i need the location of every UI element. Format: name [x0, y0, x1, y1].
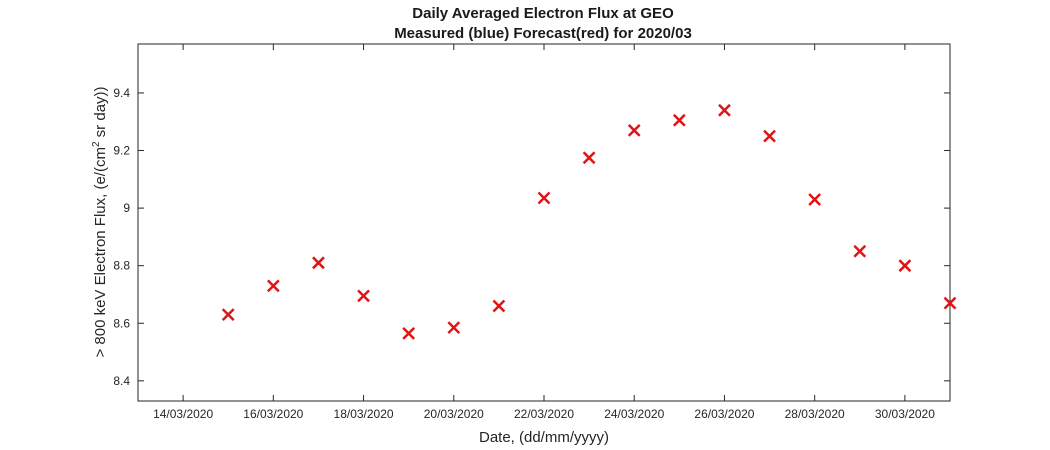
y-tick-label: 9.2 [113, 144, 130, 158]
data-point [672, 113, 686, 127]
data-point [943, 296, 957, 310]
y-tick-label: 8.4 [113, 374, 130, 388]
y-axis: 8.4 8.6 8.8 9 9.2 9.4 [113, 86, 950, 388]
x-tick-label: 22/03/2020 [514, 407, 574, 421]
marker-stroke [221, 308, 235, 322]
marker-stroke [537, 191, 551, 205]
marker-stroke [357, 289, 370, 303]
data-point [627, 123, 641, 137]
data-point [582, 151, 596, 165]
data-point [402, 326, 416, 340]
marker-stroke [898, 259, 912, 273]
marker-stroke [402, 326, 416, 340]
marker-stroke [582, 151, 596, 165]
marker-stroke [943, 296, 957, 310]
marker-stroke [672, 113, 686, 127]
data-point [718, 103, 731, 117]
x-tick-label: 20/03/2020 [424, 407, 484, 421]
data-point [808, 193, 822, 206]
chart-subtitle: Measured (blue) Forecast(red) for 2020/0… [394, 25, 692, 42]
y-axis-label-end: sr day)) [92, 86, 109, 141]
x-axis-label: Date, (dd/mm/yyyy) [479, 429, 609, 446]
y-axis-label: > 800 keV Electron Flux, (e/(cm2 sr day)… [91, 86, 109, 357]
marker-stroke [492, 299, 506, 313]
x-tick-label: 18/03/2020 [334, 407, 394, 421]
marker-stroke [763, 129, 776, 143]
x-tick-label: 24/03/2020 [604, 407, 664, 421]
y-tick-label: 8.6 [113, 316, 130, 330]
data-point [763, 129, 776, 143]
y-axis-label-superscript: 2 [91, 141, 102, 147]
x-tick-label: 16/03/2020 [243, 407, 303, 421]
y-tick-label: 8.8 [113, 259, 130, 273]
marker-stroke [627, 123, 641, 137]
plot-frame [137, 43, 951, 402]
chart-title: Daily Averaged Electron Flux at GEO [412, 5, 674, 22]
data-point [221, 308, 235, 322]
marker-stroke [266, 279, 280, 293]
data-point [853, 244, 867, 258]
forecast-series [221, 103, 957, 340]
x-tick-label: 28/03/2020 [785, 407, 845, 421]
marker-stroke [312, 256, 325, 270]
marker-stroke [853, 244, 867, 258]
x-tick-label: 14/03/2020 [153, 407, 213, 421]
data-point [898, 259, 912, 273]
x-tick-label: 26/03/2020 [694, 407, 754, 421]
data-point [312, 256, 325, 270]
data-point [537, 191, 551, 205]
x-axis: 14/03/2020 16/03/2020 18/03/2020 20/03/2020… [153, 44, 935, 421]
marker-stroke [808, 193, 822, 206]
marker-stroke [447, 321, 461, 334]
y-axis-label-main: > 800 keV Electron Flux, (e/(cm [92, 147, 109, 358]
marker-stroke [718, 103, 731, 117]
data-point [357, 289, 370, 303]
x-tick-label: 30/03/2020 [875, 407, 935, 421]
data-point [492, 299, 506, 313]
data-point [266, 279, 280, 293]
data-point [447, 321, 461, 334]
y-tick-label: 9.4 [113, 86, 130, 100]
y-tick-label: 9 [123, 201, 130, 215]
